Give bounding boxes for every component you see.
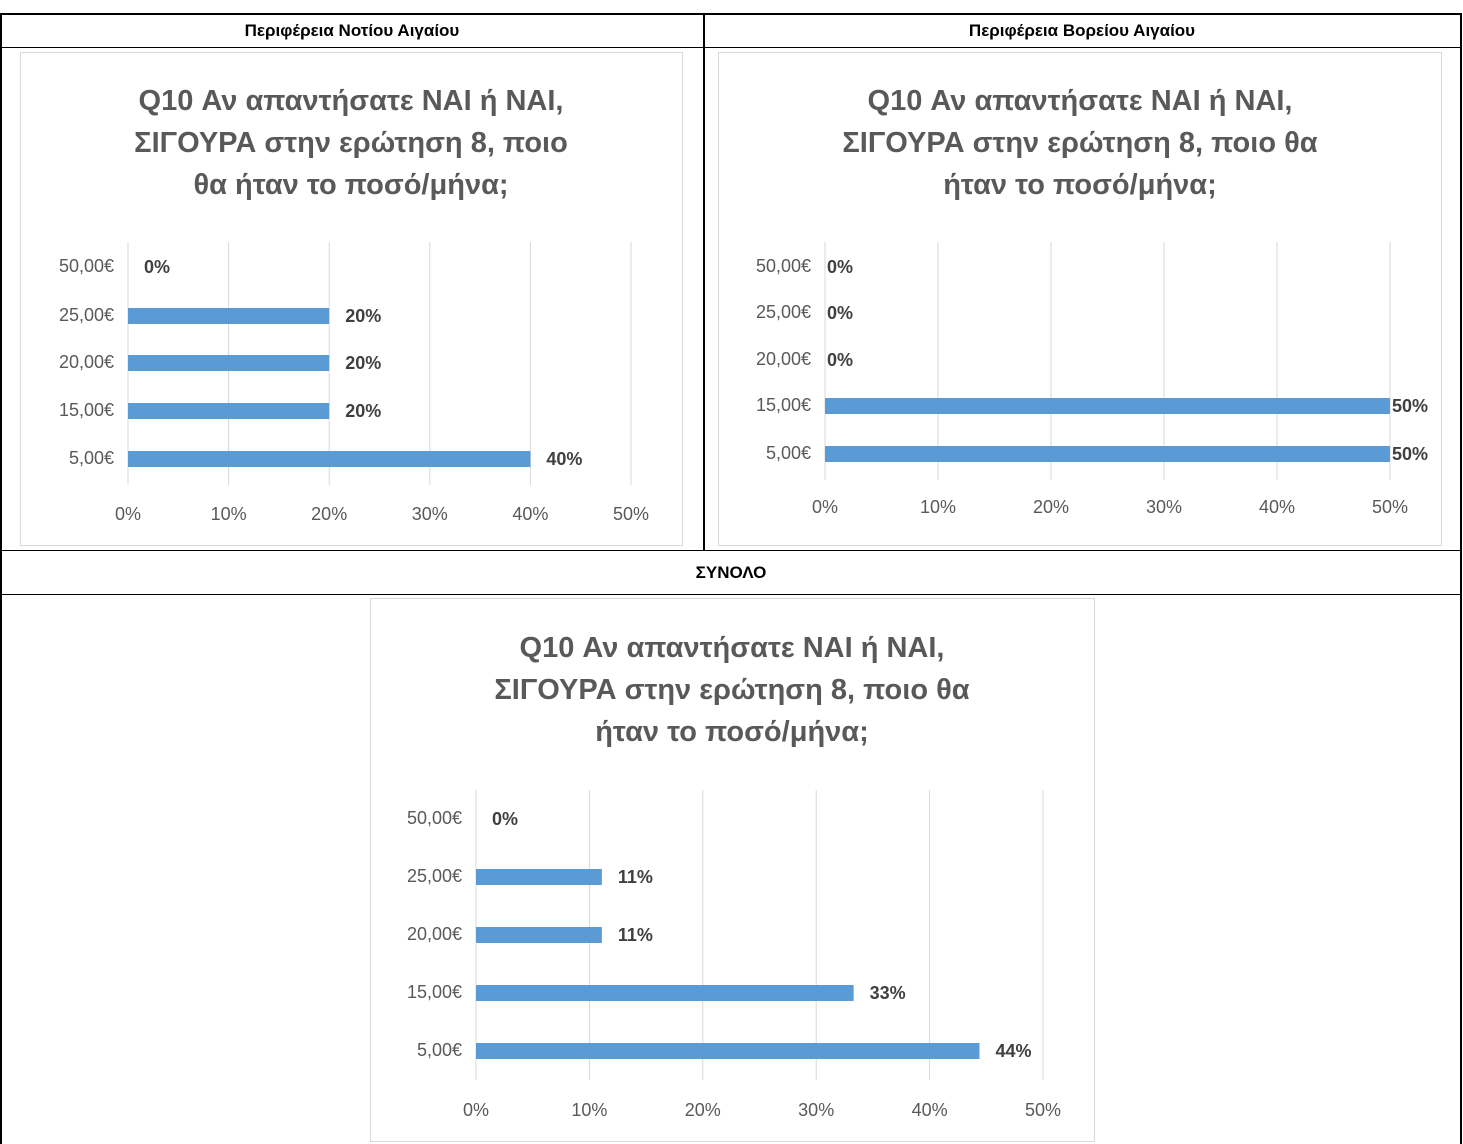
x-tick-label: 40%	[912, 1100, 948, 1120]
x-tick-label: 10%	[920, 497, 956, 517]
bar	[128, 403, 330, 419]
bar	[476, 927, 602, 943]
x-tick-label: 50%	[1025, 1100, 1061, 1120]
value-label: 20%	[345, 306, 381, 326]
header: Περιφέρεια Βορείου Αιγαίου	[968, 21, 1196, 40]
x-tick-label: 10%	[571, 1100, 607, 1120]
bar	[128, 355, 330, 371]
y-tick-label: 25,00€	[59, 305, 114, 325]
bar	[476, 869, 602, 885]
value-label: 44%	[995, 1041, 1031, 1061]
value-label: 20%	[345, 353, 381, 373]
bar	[476, 985, 854, 1001]
x-tick-label: 40%	[1259, 497, 1295, 517]
y-tick-label: 15,00€	[407, 982, 462, 1002]
x-tick-label: 30%	[798, 1100, 834, 1120]
header: ΣΥΝΟΛΟ	[695, 563, 767, 582]
y-tick-label: 25,00€	[756, 302, 811, 322]
header: Περιφέρεια Νοτίου Αιγαίου	[244, 21, 460, 40]
border	[1460, 13, 1462, 1144]
border	[0, 13, 1462, 15]
x-tick-label: 50%	[613, 504, 649, 524]
chart-title: Q10 Αν απαντήσατε ΝΑΙ ή ΝΑΙ, ΣΙΓΟΥΡΑ στη…	[134, 85, 568, 201]
y-tick-label: 50,00€	[756, 256, 811, 276]
border	[0, 594, 1462, 595]
value-label: 33%	[870, 983, 906, 1003]
chart-frame	[718, 52, 1442, 546]
bar	[128, 308, 330, 324]
y-tick-label: 5,00€	[766, 443, 811, 463]
value-label: 0%	[827, 350, 853, 370]
x-tick-label: 40%	[512, 504, 548, 524]
x-tick-label: 0%	[115, 504, 141, 524]
y-tick-label: 15,00€	[59, 400, 114, 420]
value-label: 11%	[618, 867, 653, 887]
bar	[825, 446, 1390, 462]
bar	[128, 451, 531, 467]
x-tick-label: 20%	[311, 504, 347, 524]
x-tick-label: 30%	[1146, 497, 1182, 517]
value-label: 40%	[546, 449, 582, 469]
value-label: 0%	[827, 303, 853, 323]
value-label: 11%	[618, 925, 653, 945]
y-tick-label: 50,00€	[59, 256, 114, 276]
x-tick-label: 20%	[1033, 497, 1069, 517]
bar	[825, 398, 1390, 414]
y-tick-label: 20,00€	[407, 924, 462, 944]
value-label: 0%	[144, 257, 170, 277]
chart-title: Q10 Αν απαντήσατε ΝΑΙ ή ΝΑΙ, ΣΙΓΟΥΡΑ στη…	[842, 85, 1318, 201]
value-label: 50%	[1392, 396, 1428, 416]
x-tick-label: 30%	[412, 504, 448, 524]
x-tick-label: 0%	[812, 497, 838, 517]
border	[0, 13, 2, 1144]
border	[703, 13, 705, 551]
x-tick-label: 10%	[211, 504, 247, 524]
bar	[476, 1043, 980, 1059]
value-label: 0%	[827, 257, 853, 277]
y-tick-label: 20,00€	[59, 352, 114, 372]
y-tick-label: 25,00€	[407, 866, 462, 886]
x-tick-label: 50%	[1372, 497, 1408, 517]
chart-title: Q10 Αν απαντήσατε ΝΑΙ ή ΝΑΙ, ΣΙΓΟΥΡΑ στη…	[494, 632, 970, 748]
y-tick-label: 5,00€	[69, 448, 114, 468]
y-tick-label: 50,00€	[407, 808, 462, 828]
border	[0, 47, 1462, 48]
value-label: 20%	[345, 401, 381, 421]
y-tick-label: 15,00€	[756, 395, 811, 415]
value-label: 0%	[492, 809, 518, 829]
x-tick-label: 0%	[463, 1100, 489, 1120]
y-tick-label: 20,00€	[756, 349, 811, 369]
y-tick-label: 5,00€	[417, 1040, 462, 1060]
value-label: 50%	[1392, 444, 1428, 464]
x-tick-label: 20%	[685, 1100, 721, 1120]
border	[0, 550, 1462, 551]
